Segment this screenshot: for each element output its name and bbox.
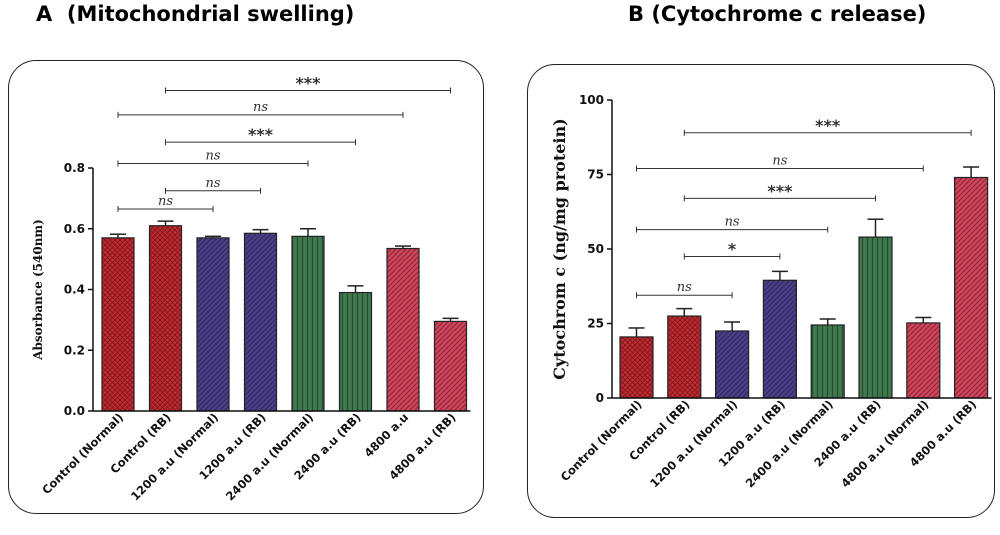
significance-label: ns [158,194,173,209]
bar-3 [196,237,230,412]
y-tick-label: 50 [587,242,604,256]
significance-label: ns [677,280,692,295]
significance-label: *** [248,125,274,144]
y-axis-label: Cytochrom c (ng/mg protein) [550,118,569,379]
bar-4 [243,232,278,412]
chart-a: 0.0 0.2 0.4 0.6 0.8 Absorbance (540nm) Control… [31,74,471,503]
x-category-label: Control (Normal) [39,410,126,497]
x-category-label: 1200 a.u (Normal) [128,410,221,503]
y-axis-label: Absorbance (540nm) [31,219,45,361]
bar-3 [714,330,750,399]
significance-label: *** [767,181,793,200]
y-tick-label: 0.6 [64,222,85,236]
x-category-label: 4800 a.u (Normal) [838,397,931,490]
significance-label: * [728,239,737,258]
significance-label: ns [772,154,787,169]
bar-1 [619,336,654,399]
bar-6 [338,291,373,412]
bar-8 [953,176,989,399]
panel-b-frame [527,64,995,518]
x-category-label: 1200 a.u (Normal) [647,397,740,490]
significance-label: ns [253,100,268,115]
significance-label: ns [725,215,740,230]
bar-4 [762,279,798,399]
significance-label: ns [205,176,220,191]
y-tick-label: 0.2 [64,343,85,357]
bar-7 [906,322,941,399]
significance-label: *** [295,74,321,93]
bar-5 [810,324,845,399]
y-tick-label: 0.8 [64,161,85,175]
bar-2 [667,315,702,399]
bar-7 [386,247,420,412]
bar-5 [291,235,325,412]
significance-label: *** [815,116,841,135]
y-tick-label: 25 [587,317,604,331]
bar-2 [148,225,183,412]
y-tick-label: 0.4 [64,283,85,297]
x-category-label: Control (Normal) [558,397,645,484]
x-category-label: 2400 a.u (Normal) [743,397,836,490]
x-category-label: 2400 a.u (Normal) [223,410,316,503]
y-tick-label: 0 [596,391,604,405]
x-category-label: 4800 a.u [361,410,411,460]
y-tick-label: 75 [587,168,604,182]
bar-8 [433,320,468,412]
bar-1 [101,237,135,412]
panel-b-title: B (Cytochrome c release) [628,2,927,26]
chart-b: 0 25 50 75 100 Cytochrom c (ng/mg protein) Con… [550,93,992,490]
panel-a-title: A (Mitochondrial swelling) [36,2,355,26]
bar-6 [858,236,893,399]
y-tick-label: 100 [579,93,604,107]
significance-label: ns [205,148,220,163]
y-tick-label: 0.0 [64,404,85,418]
